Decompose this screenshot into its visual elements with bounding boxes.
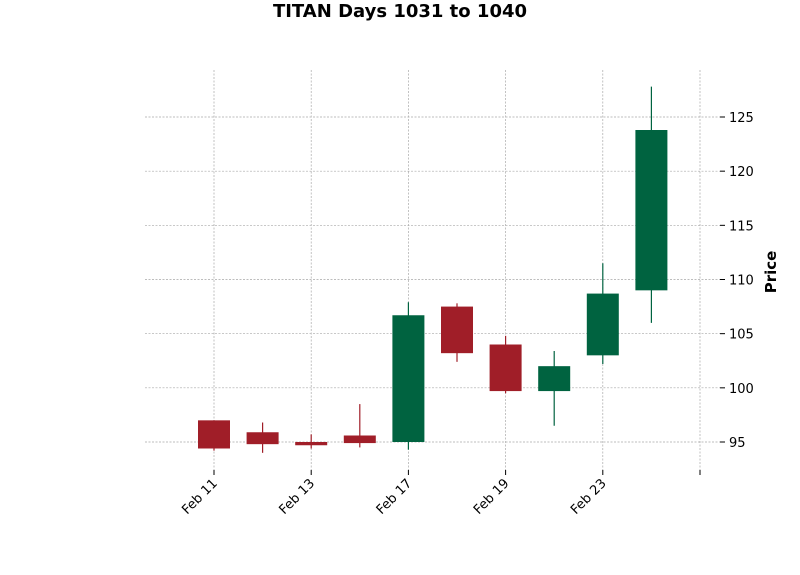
y-tick-label: 95	[729, 436, 746, 451]
candle-body	[635, 130, 668, 291]
chart-title: TITAN Days 1031 to 1040	[273, 1, 527, 22]
grid	[145, 70, 720, 470]
y-tick-label: 100	[729, 382, 754, 397]
x-tick-label: Feb 19	[471, 476, 513, 518]
candle-body	[489, 344, 522, 392]
y-tick-label: 120	[729, 165, 754, 180]
x-tick-label: Feb 17	[374, 476, 416, 518]
y-axis: 95 100 105 110 115 120 125	[720, 111, 754, 451]
y-tick-label: 125	[729, 111, 754, 126]
candle-body	[538, 366, 571, 392]
y-tick-label: 115	[729, 219, 754, 234]
candles	[198, 86, 668, 453]
y-tick-label: 110	[729, 274, 754, 289]
candle-body	[586, 293, 619, 356]
candle-body	[246, 432, 279, 445]
candle-body	[441, 306, 473, 354]
x-tick-label: Feb 13	[277, 476, 319, 518]
x-axis: Feb 11 Feb 13 Feb 17 Feb 19 Feb 23	[179, 470, 701, 518]
candle-body	[392, 315, 425, 442]
y-axis-label: Price	[762, 251, 780, 294]
x-tick-label: Feb 23	[568, 476, 610, 518]
candle-body	[295, 442, 328, 446]
x-tick-label: Feb 11	[179, 476, 221, 518]
y-tick-label: 105	[729, 328, 754, 343]
candle-body	[198, 420, 230, 449]
candle-body	[343, 435, 376, 444]
